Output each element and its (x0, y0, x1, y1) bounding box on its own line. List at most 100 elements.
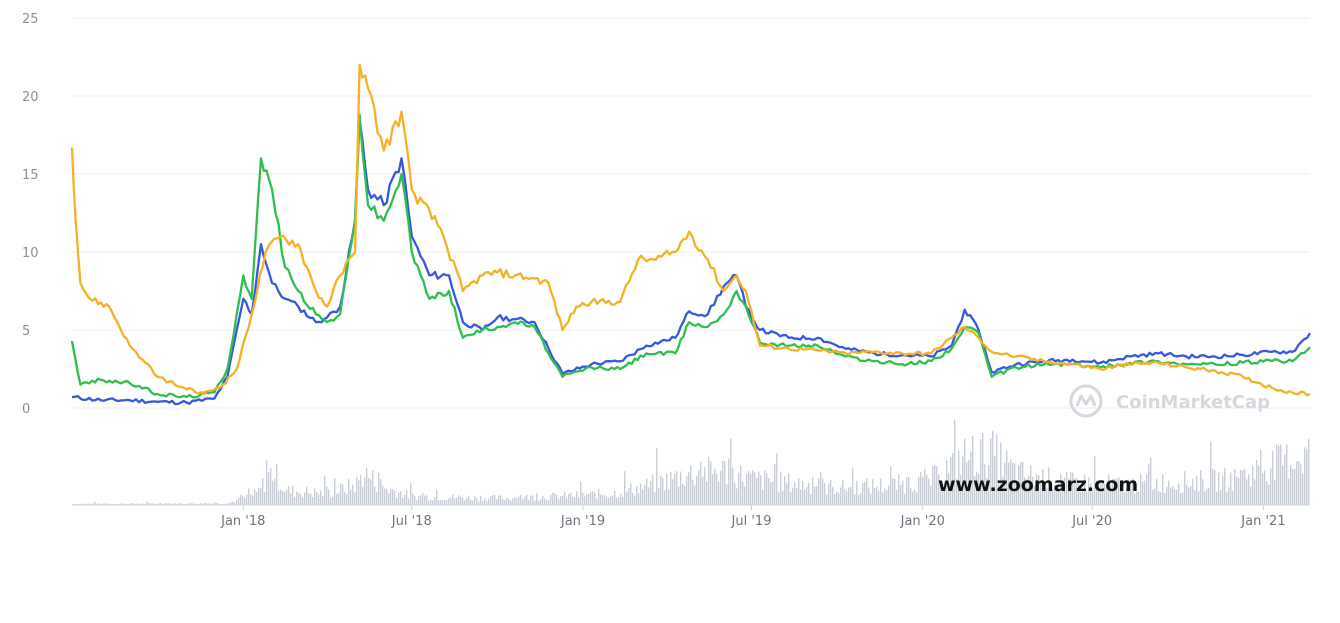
volume-bar (104, 503, 106, 505)
volume-bar (158, 503, 160, 505)
volume-bar (994, 456, 996, 505)
x-tick-label: Jan '19 (560, 514, 605, 529)
volume-bar (624, 471, 626, 505)
volume-bar (502, 498, 504, 505)
volume-bar (130, 503, 132, 505)
volume-bar (916, 492, 918, 505)
volume-bar (332, 496, 334, 505)
volume-bar (1110, 484, 1112, 505)
volume-bar (962, 456, 964, 505)
volume-bar (140, 503, 142, 505)
volume-bar (1266, 481, 1268, 505)
volume-bar (1306, 448, 1308, 505)
volume-bar (1048, 467, 1050, 505)
volume-bar (966, 462, 968, 505)
site-watermark: www.zoomarz.com (938, 474, 1139, 496)
volume-bar (900, 484, 902, 505)
price-series (70, 63, 1311, 406)
volume-bar (1288, 478, 1290, 505)
volume-bar (1038, 475, 1040, 505)
volume-bar (910, 488, 912, 505)
volume-bar (1148, 464, 1150, 505)
volume-bar (674, 473, 676, 505)
volume-bar (174, 502, 176, 505)
volume-bar (1116, 478, 1118, 505)
volume-bar (982, 432, 984, 505)
volume-bar (788, 473, 790, 505)
volume-bar (224, 503, 226, 505)
volume-bar (536, 493, 538, 505)
volume-bar (346, 493, 348, 505)
volume-bar (618, 497, 620, 505)
volume-bar (922, 476, 924, 505)
volume-bar (1212, 468, 1214, 505)
volume-bar (736, 488, 738, 505)
volume-bar (1050, 489, 1052, 505)
volume-bar (470, 499, 472, 505)
volume-bar (216, 502, 218, 505)
volume-bar (382, 485, 384, 505)
volume-bar (810, 494, 812, 505)
volume-bar (196, 504, 198, 505)
volume-bar (310, 493, 312, 505)
volume-bar (250, 494, 252, 505)
volume-bar (344, 491, 346, 505)
volume-bar (880, 478, 882, 505)
volume-bar (890, 466, 892, 505)
volume-bar (1000, 442, 1002, 505)
volume-bar (508, 498, 510, 505)
volume-bar (422, 492, 424, 505)
volume-bar (392, 489, 394, 505)
volume-bar (510, 500, 512, 505)
volume-bar (650, 480, 652, 505)
x-axis-labels: Jan '18 Jul '18 Jan '19 Jul '19 Jan '20 Jul '… (220, 505, 1286, 529)
volume-bar (396, 498, 398, 505)
volume-bar (1166, 486, 1168, 505)
volume-bar (1190, 486, 1192, 505)
volume-bar (236, 499, 238, 505)
volume-bar (314, 488, 316, 505)
volume-bar (898, 474, 900, 505)
volume-bar (206, 503, 208, 505)
volume-bar (228, 503, 230, 505)
volume-bar (652, 475, 654, 505)
volume-bar (1130, 480, 1132, 505)
volume-bar (892, 478, 894, 505)
volume-bar (302, 497, 304, 505)
volume-bar (1056, 487, 1058, 505)
coinmarketcap-brand-text: CoinMarketCap (1116, 392, 1270, 413)
volume-bar (378, 472, 380, 505)
volume-bar (1054, 484, 1056, 505)
volume-bar (1132, 478, 1134, 505)
volume-bar (286, 489, 288, 505)
volume-bar (274, 479, 276, 505)
volume-bar (620, 493, 622, 505)
volume-bar (672, 479, 674, 505)
volume-bar (398, 492, 400, 505)
volume-bar (178, 503, 180, 505)
volume-bar (762, 489, 764, 505)
volume-bar (388, 493, 390, 505)
volume-bar (452, 494, 454, 505)
volume-bar (1206, 488, 1208, 505)
volume-bar (596, 499, 598, 505)
volume-bar (704, 467, 706, 505)
volume-bar (82, 504, 84, 505)
volume-bar (654, 492, 656, 505)
volume-bar (506, 497, 508, 505)
volume-bar (1304, 447, 1306, 505)
volume-bar (170, 503, 172, 505)
volume-bar (1014, 463, 1016, 505)
volume-bar (110, 504, 112, 505)
volume-bar (1136, 491, 1138, 505)
volume-bar (720, 470, 722, 505)
volume-bar (866, 478, 868, 505)
volume-bar (668, 489, 670, 505)
volume-bar (212, 503, 214, 505)
volume-bar (1094, 455, 1096, 505)
volume-bar (1060, 474, 1062, 505)
volume-bar (1278, 445, 1280, 505)
volume-bar (1114, 479, 1116, 505)
volume-bar (256, 491, 258, 505)
volume-bar (488, 498, 490, 505)
